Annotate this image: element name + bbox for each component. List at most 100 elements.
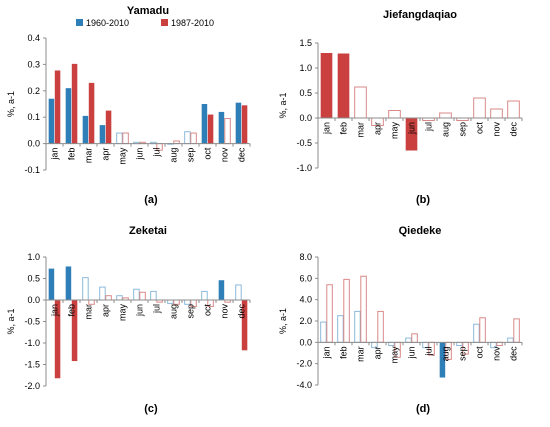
x-tick-label-jun: jun <box>135 304 145 317</box>
x-tick-label-apr: apr <box>101 148 111 161</box>
bar-aug-series-1 <box>439 112 452 119</box>
x-tick-label-feb: feb <box>67 304 77 317</box>
bar-feb-series-1 <box>65 88 72 144</box>
chart-panel-1: Yamadu -0.1 0.0 0.1 0.2 0.3 0.4 %, a-1 jan feb mar… <box>6 5 251 206</box>
bar-aug-series-2 <box>173 299 180 305</box>
bar-feb-series-2 <box>71 63 78 144</box>
bar-apr-series-2 <box>377 310 384 343</box>
y-axis-label: %, a-1 <box>6 308 16 334</box>
bar-mar-series-2 <box>88 82 95 144</box>
bar-apr-series-1 <box>99 125 106 144</box>
bar-mar-series-2 <box>88 299 95 305</box>
bar-jan-series-1 <box>320 321 327 343</box>
chart-title: Jiefangdaqiao <box>383 9 457 21</box>
x-tick-label-dec: dec <box>509 122 519 137</box>
bar-mar-series-2 <box>360 275 367 343</box>
x-tick-label-jan: jan <box>322 346 332 359</box>
x-tick-label-apr: apr <box>373 346 383 359</box>
y-tick-label: 8.0 <box>299 252 312 262</box>
x-tick-label-nov: nov <box>220 147 230 162</box>
bar-dec-series-2 <box>241 300 248 351</box>
x-tick-label-jun: jun <box>407 346 417 359</box>
x-tick-label-sep: sep <box>186 304 196 319</box>
x-tick-label-jan: jan <box>50 304 60 317</box>
x-tick-label-oct: oct <box>203 304 213 317</box>
bar-jul-series-1 <box>150 290 157 301</box>
y-tick-label: -2.0 <box>24 381 40 391</box>
y-tick-label: -1.0 <box>296 163 312 173</box>
bar-jun-series-1 <box>405 118 418 151</box>
bar-jun-series-1 <box>405 337 412 343</box>
y-tick-label: 4.0 <box>299 295 312 305</box>
bar-nov-series-1 <box>490 108 503 119</box>
bar-dec-series-1 <box>507 337 514 343</box>
y-tick-label: 0.1 <box>27 112 40 122</box>
y-axis-label: %, a-1 <box>6 91 16 117</box>
bar-aug-series-1 <box>167 299 174 304</box>
y-tick-label: 2.0 <box>299 316 312 326</box>
y-tick-label: 0.2 <box>27 86 40 96</box>
x-tick-label-may: may <box>118 147 128 165</box>
panel-label: (b) <box>416 194 430 206</box>
x-tick-label-aug: aug <box>441 122 451 137</box>
x-tick-label-sep: sep <box>458 122 468 137</box>
bar-jun-series-2 <box>411 333 418 343</box>
y-tick-label: 0.0 <box>299 113 312 123</box>
bar-may-series-2 <box>122 132 129 145</box>
bar-oct-series-1 <box>201 104 208 144</box>
y-tick-label: 1.0 <box>27 252 40 262</box>
bar-nov-series-2 <box>224 118 231 145</box>
x-tick-label-jun: jun <box>135 148 145 161</box>
bar-apr-series-1 <box>99 286 106 301</box>
bar-oct-series-1 <box>473 97 486 119</box>
x-tick-label-dec: dec <box>237 147 247 162</box>
x-tick-label-sep: sep <box>186 148 196 163</box>
bar-may-series-1 <box>116 132 123 145</box>
x-tick-label-jun: jun <box>407 122 417 135</box>
panel-label: (c) <box>144 403 158 415</box>
x-tick-label-mar: mar <box>356 122 366 138</box>
bar-feb-series-2 <box>343 278 350 343</box>
bar-oct-series-1 <box>201 290 208 301</box>
bar-jan-series-1 <box>48 98 55 144</box>
bar-dec-series-1 <box>235 284 242 301</box>
y-tick-label: 0.5 <box>299 88 312 98</box>
y-tick-label: 6.0 <box>299 273 312 283</box>
y-tick-label: 0.0 <box>27 139 40 149</box>
legend-swatch-2 <box>161 19 168 26</box>
x-tick-label-dec: dec <box>237 304 247 319</box>
bar-oct-series-2 <box>479 317 486 343</box>
bar-mar-series-1 <box>354 86 367 119</box>
bar-sep-series-2 <box>190 132 197 145</box>
y-tick-label: 0.0 <box>299 337 312 347</box>
y-tick-label: -1.5 <box>24 360 40 370</box>
bar-dec-series-1 <box>235 102 242 144</box>
x-tick-label-nov: nov <box>492 122 502 137</box>
bar-feb-series-2 <box>71 300 78 362</box>
x-tick-label-may: may <box>390 122 400 140</box>
x-tick-label-aug: aug <box>169 304 179 319</box>
bar-aug-series-1 <box>439 342 446 378</box>
x-tick-label-apr: apr <box>373 122 383 135</box>
bar-jan-series-2 <box>326 284 333 343</box>
bar-sep-series-1 <box>184 299 191 305</box>
y-tick-label: -0.1 <box>24 165 40 175</box>
x-tick-label-aug: aug <box>169 148 179 163</box>
x-tick-label-jul: jul <box>152 148 162 158</box>
x-tick-label-sep: sep <box>458 346 468 361</box>
bar-jan-series-2 <box>54 70 61 144</box>
bar-nov-series-1 <box>218 280 225 300</box>
y-axis-label: %, a-1 <box>278 92 288 118</box>
legend-entry-2: 1987-2010 <box>171 18 214 28</box>
x-tick-label-oct: oct <box>475 122 485 135</box>
y-tick-label: -1.0 <box>24 338 40 348</box>
x-tick-label-mar: mar <box>356 346 366 362</box>
x-tick-label-jul: jul <box>424 346 434 356</box>
x-tick-label-feb: feb <box>339 346 349 359</box>
legend-swatch-1 <box>76 19 83 26</box>
legend-entry-1: 1960-2010 <box>86 18 129 28</box>
panel-label: (d) <box>416 403 430 415</box>
y-axis-label: %, a-1 <box>278 308 288 334</box>
y-tick-label: 0.4 <box>27 33 40 43</box>
